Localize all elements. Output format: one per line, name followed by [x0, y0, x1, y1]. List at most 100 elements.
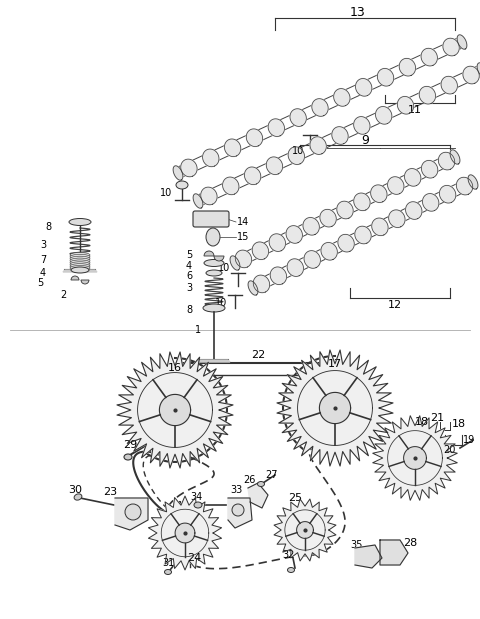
Polygon shape: [148, 496, 222, 570]
Polygon shape: [354, 116, 370, 134]
Text: 11: 11: [408, 105, 422, 115]
Text: 24: 24: [187, 553, 201, 563]
Text: 34: 34: [190, 492, 202, 502]
Polygon shape: [159, 394, 191, 426]
Polygon shape: [225, 139, 241, 157]
Polygon shape: [201, 187, 217, 205]
Polygon shape: [321, 243, 337, 260]
Text: 4: 4: [186, 261, 192, 271]
Polygon shape: [320, 209, 336, 227]
Polygon shape: [288, 147, 304, 165]
Polygon shape: [463, 66, 479, 84]
Text: 31: 31: [162, 558, 174, 568]
Polygon shape: [399, 58, 416, 76]
Ellipse shape: [71, 267, 89, 273]
Polygon shape: [235, 250, 252, 267]
Polygon shape: [287, 259, 303, 277]
Wedge shape: [204, 251, 214, 256]
Text: 23: 23: [103, 487, 117, 497]
Ellipse shape: [69, 219, 91, 225]
Polygon shape: [356, 79, 372, 96]
Text: 12: 12: [388, 300, 402, 310]
Text: 5: 5: [186, 250, 192, 260]
Text: 7: 7: [40, 255, 46, 265]
Polygon shape: [457, 35, 467, 49]
Text: 20: 20: [443, 445, 456, 455]
Text: 19: 19: [463, 435, 475, 445]
Polygon shape: [117, 352, 233, 468]
Ellipse shape: [70, 262, 90, 267]
Text: 10: 10: [292, 146, 304, 156]
Polygon shape: [387, 176, 404, 194]
Polygon shape: [404, 446, 426, 469]
Polygon shape: [303, 217, 319, 235]
Text: 17: 17: [328, 359, 342, 369]
Text: 28: 28: [403, 538, 417, 548]
Polygon shape: [266, 157, 283, 175]
Polygon shape: [456, 177, 473, 195]
Ellipse shape: [288, 568, 295, 573]
Text: 25: 25: [288, 493, 302, 503]
Polygon shape: [230, 256, 240, 270]
Polygon shape: [319, 392, 350, 423]
Text: 10: 10: [160, 188, 172, 198]
Polygon shape: [286, 226, 302, 243]
Ellipse shape: [206, 270, 222, 276]
Ellipse shape: [204, 259, 224, 267]
Polygon shape: [248, 281, 258, 295]
Polygon shape: [246, 129, 263, 147]
Ellipse shape: [124, 454, 132, 460]
Text: 5: 5: [37, 278, 43, 288]
Polygon shape: [297, 522, 313, 539]
Text: 8: 8: [186, 305, 192, 315]
Polygon shape: [389, 210, 405, 228]
Text: 27: 27: [265, 470, 277, 480]
Text: 32: 32: [282, 550, 294, 560]
Polygon shape: [312, 98, 328, 116]
Polygon shape: [371, 185, 387, 202]
Text: 22: 22: [251, 350, 265, 360]
Polygon shape: [468, 175, 478, 189]
Polygon shape: [354, 193, 370, 210]
Polygon shape: [173, 166, 183, 180]
Polygon shape: [277, 350, 393, 466]
Polygon shape: [290, 109, 306, 126]
Text: 10: 10: [215, 298, 227, 308]
Polygon shape: [450, 150, 460, 164]
Ellipse shape: [70, 253, 90, 258]
Text: 2: 2: [60, 290, 66, 300]
Circle shape: [232, 504, 244, 516]
Text: 35: 35: [350, 540, 362, 550]
Text: 3: 3: [186, 283, 192, 293]
Text: 14: 14: [237, 217, 249, 227]
Polygon shape: [193, 194, 203, 208]
Ellipse shape: [70, 256, 90, 261]
Polygon shape: [443, 38, 459, 56]
Ellipse shape: [165, 569, 171, 574]
Ellipse shape: [206, 228, 220, 246]
Polygon shape: [419, 87, 435, 104]
Text: 16: 16: [168, 363, 182, 373]
Polygon shape: [332, 127, 348, 144]
Polygon shape: [397, 97, 414, 114]
Polygon shape: [405, 168, 421, 186]
Wedge shape: [71, 276, 79, 280]
Polygon shape: [274, 499, 336, 561]
Text: 33: 33: [230, 485, 242, 495]
Text: 1: 1: [195, 325, 201, 335]
Wedge shape: [214, 256, 224, 261]
Text: 15: 15: [237, 232, 250, 242]
Text: 6: 6: [186, 271, 192, 281]
Polygon shape: [304, 251, 321, 268]
Polygon shape: [248, 483, 268, 508]
Polygon shape: [355, 545, 382, 568]
Polygon shape: [223, 177, 239, 195]
Ellipse shape: [70, 254, 90, 259]
Polygon shape: [377, 69, 394, 86]
Ellipse shape: [70, 260, 90, 265]
Ellipse shape: [203, 304, 225, 312]
Wedge shape: [81, 280, 89, 284]
Text: 3: 3: [40, 240, 46, 250]
Polygon shape: [334, 89, 350, 106]
Polygon shape: [270, 267, 287, 285]
